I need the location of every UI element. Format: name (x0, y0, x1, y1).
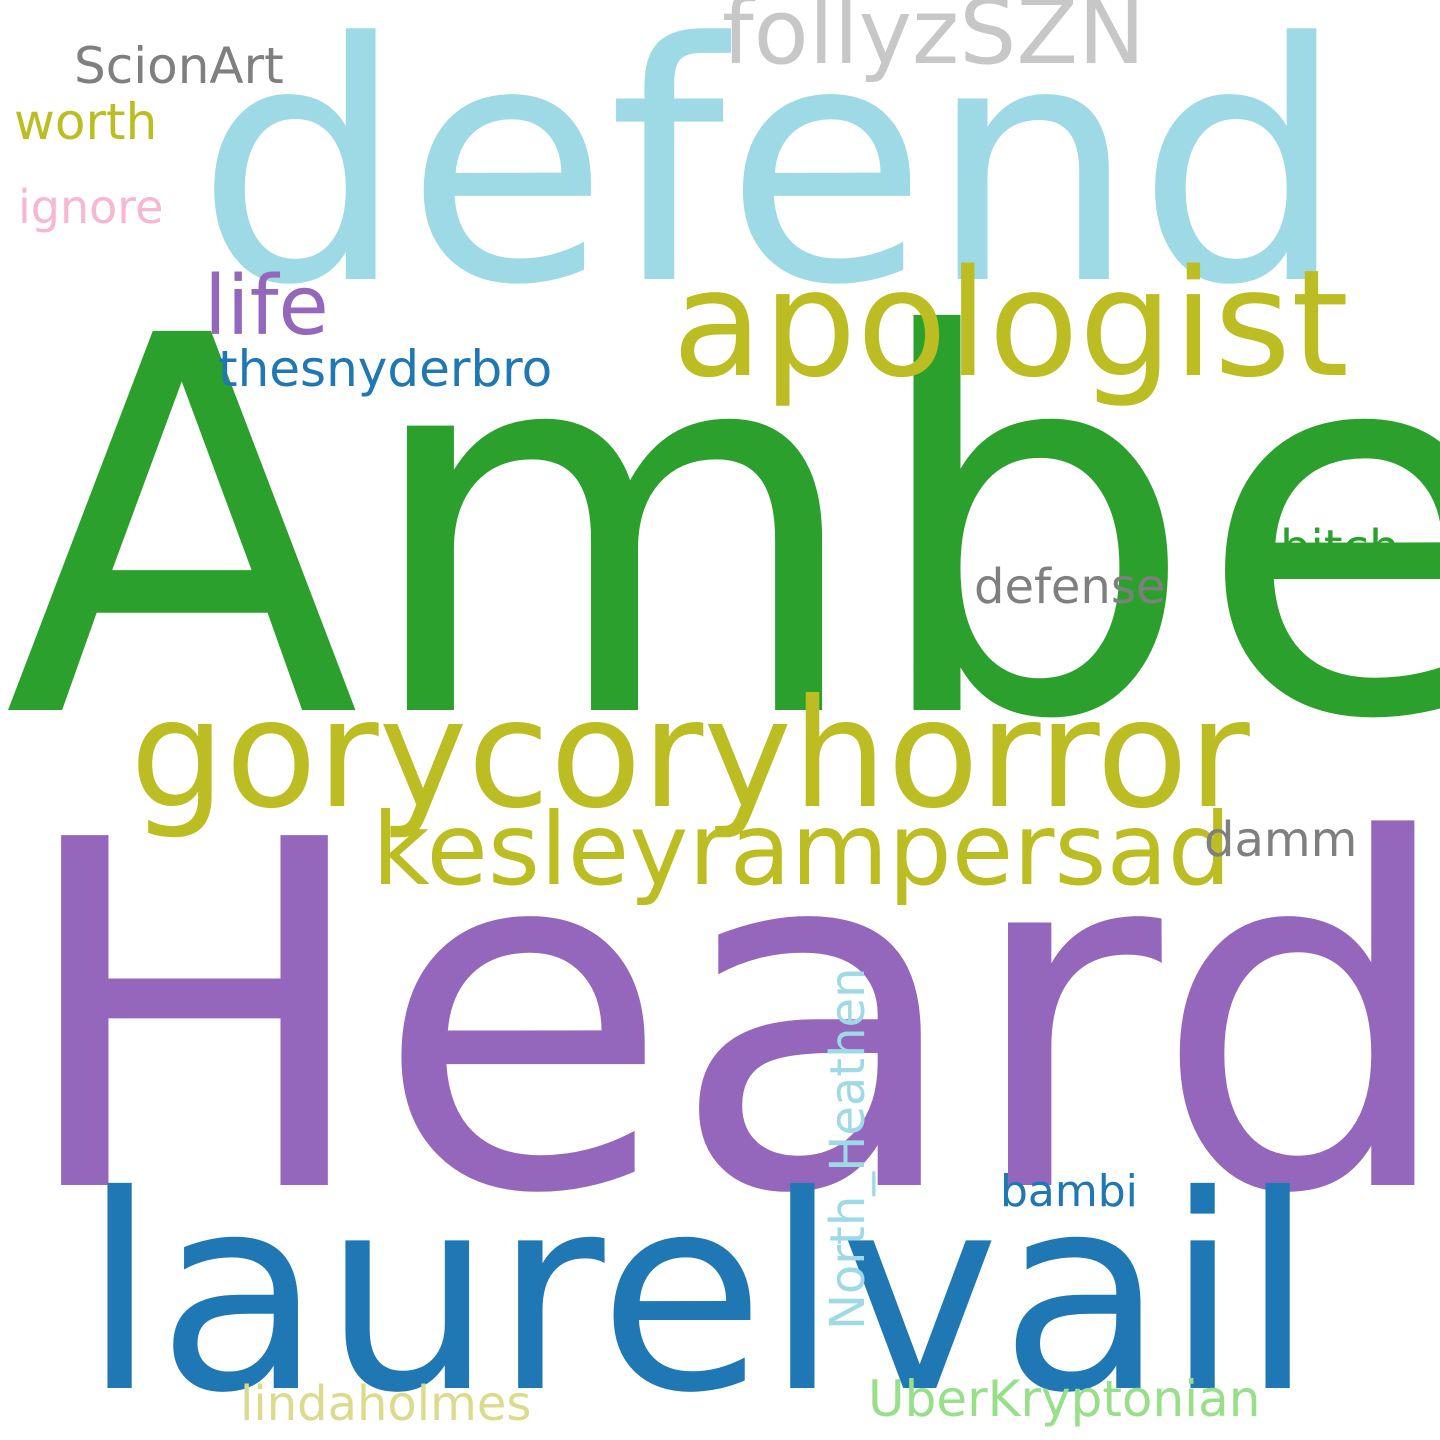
word-life: life (204, 259, 329, 354)
word-defend: defend (196, 0, 1347, 357)
word-uberkryptonian: UberKryptonian (868, 1370, 1261, 1428)
word-lindaholmes: lindaholmes (240, 1376, 532, 1432)
word-apologist: apologist (672, 238, 1350, 410)
word-heard: Heard (14, 740, 1440, 1299)
word-follyzszn: follyzSZN (722, 0, 1146, 85)
word-north-heathen: North_Heathen (820, 967, 876, 1330)
word-worth: worth (14, 93, 158, 151)
word-gorycoryhorror: gorycoryhorror (130, 668, 1250, 842)
word-thesnyderbro: thesnyderbro (218, 340, 553, 398)
word-bambi: bambi (1000, 1166, 1138, 1217)
word-kesleyrampersad: kesleyrampersad (372, 791, 1232, 908)
word-scionart: ScionArt (74, 37, 284, 95)
word-amber: Amber (4, 227, 1440, 833)
word-laurelvail: laurelvail (82, 1137, 1316, 1440)
word-damm: damm (1204, 812, 1358, 868)
word-ignore: ignore (18, 180, 164, 234)
word-defense: defense (974, 559, 1166, 615)
word-bitch: bitch (1280, 520, 1400, 576)
